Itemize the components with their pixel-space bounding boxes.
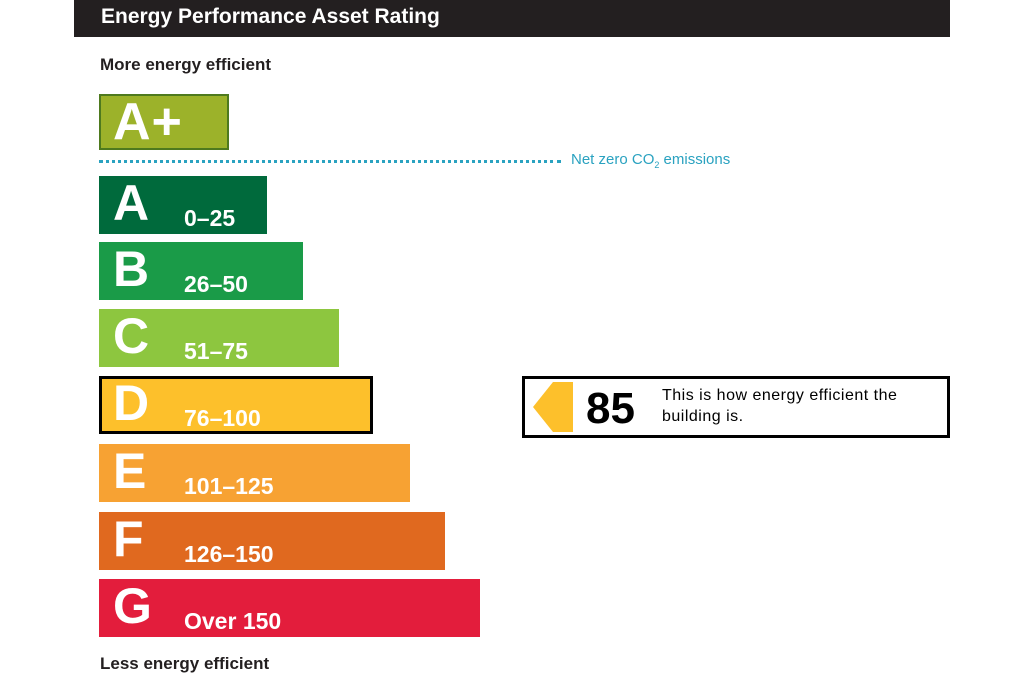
header-bar: Energy Performance Asset Rating: [74, 0, 950, 37]
band-letter: B: [113, 241, 150, 297]
rating-arrow-icon: [533, 382, 573, 432]
band-a: A 0–25: [99, 175, 267, 234]
net-zero-label: Net zero CO2 emissions: [571, 151, 730, 170]
net-zero-text-post: emissions: [659, 151, 731, 168]
net-zero-divider: [99, 160, 561, 163]
band-range: Over 150: [184, 608, 282, 634]
rating-arrow-shape: [533, 382, 573, 432]
band-c: C 51–75: [99, 308, 339, 367]
band-letter: F: [113, 511, 144, 567]
rating-indicator: 85 This is how energy efficient the buil…: [522, 376, 950, 438]
band-range: 126–150: [184, 541, 274, 567]
band-d-current: D 76–100: [99, 375, 373, 434]
band-g: G Over 150: [99, 578, 480, 637]
page-title: Energy Performance Asset Rating: [101, 5, 440, 28]
band-range: 26–50: [184, 271, 248, 297]
band-letter: A+: [113, 93, 183, 151]
band-letter: D: [113, 375, 150, 431]
net-zero-text-pre: Net zero CO: [571, 151, 655, 168]
more-efficient-label: More energy efficient: [100, 55, 271, 74]
band-letter: C: [113, 308, 150, 364]
less-efficient-label: Less energy efficient: [100, 654, 270, 673]
band-b: B 26–50: [99, 241, 303, 300]
band-range: 101–125: [184, 473, 274, 499]
band-range: 76–100: [184, 405, 261, 431]
band-letter: G: [113, 578, 152, 634]
band-letter: E: [113, 443, 147, 499]
rating-description: This is how energy efficient the buildin…: [662, 387, 898, 425]
band-range: 51–75: [184, 338, 248, 364]
net-zero-subscript: 2: [654, 160, 660, 170]
rating-score: 85: [586, 384, 635, 433]
band-letter: A: [113, 175, 150, 231]
band-range: 0–25: [184, 205, 236, 231]
band-a-plus: A+: [99, 93, 229, 151]
band-f: F 126–150: [99, 511, 445, 570]
band-e: E 101–125: [99, 443, 410, 502]
